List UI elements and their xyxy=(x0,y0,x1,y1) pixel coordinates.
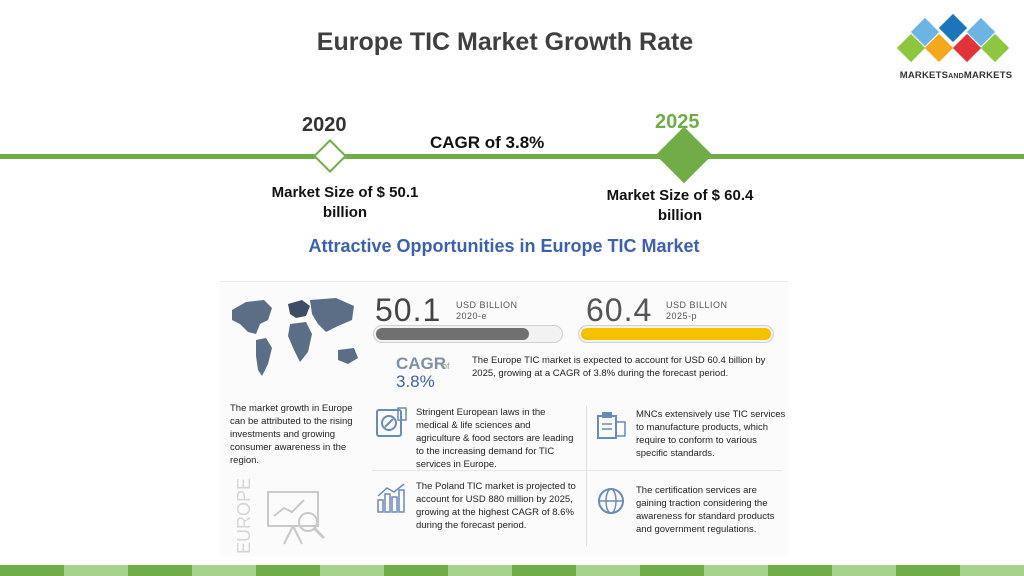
year-end-label: 2025 xyxy=(655,111,700,133)
globe-icon xyxy=(598,488,624,514)
footer-stripe xyxy=(0,565,1024,576)
infographic-title: Attractive Opportunities in Europe TIC M… xyxy=(308,236,700,256)
opportunity-certification: The certification services are gaining t… xyxy=(636,485,775,535)
cagr-heading: CAGR xyxy=(396,354,447,373)
page-title: Europe TIC Market Growth Rate xyxy=(316,28,694,56)
europe-vertical-label: EUROPE xyxy=(234,478,254,554)
divider-horizontal xyxy=(372,470,782,471)
opportunity-poland: The Poland TIC market is projected to ac… xyxy=(416,481,576,531)
timeline-line xyxy=(0,154,1024,159)
progress-bar-2025 xyxy=(578,325,774,343)
opportunities-infographic: Attractive Opportunities in Europe TIC M… xyxy=(220,230,788,556)
progress-bar-2020 xyxy=(373,325,563,343)
cagr-description: The Europe TIC market is expected to acc… xyxy=(472,355,766,379)
cagr-value: 3.8% xyxy=(396,372,435,391)
cagr-of-label: of xyxy=(442,361,450,371)
unit-2020: USD BILLION 2020-e xyxy=(456,300,518,321)
divider-vertical xyxy=(586,406,587,546)
value-2025: 60.4 xyxy=(586,292,653,328)
markets-and-markets-logo xyxy=(896,13,1010,63)
year-start-label: 2020 xyxy=(302,114,347,136)
timeline-marker-start xyxy=(313,139,347,173)
cagr-label: CAGR of 3.8% xyxy=(430,133,545,152)
opportunity-medical: Stringent European laws in the medical &… xyxy=(416,407,574,470)
logo-wordmark: MARKETSANDMARKETS xyxy=(899,70,1013,81)
timeline-marker-end xyxy=(655,126,713,184)
unit-2025: USD BILLION 2025-p xyxy=(666,300,728,321)
growth-description: The market growth in Europe can be attri… xyxy=(230,403,353,466)
medical-icon xyxy=(376,407,407,437)
presentation-board-icon xyxy=(267,491,326,545)
bar-chart-icon xyxy=(377,483,405,513)
progress-fill-2020 xyxy=(376,328,529,340)
infographic-header: Attractive Opportunities in Europe TIC M… xyxy=(220,230,788,282)
manufacturing-icon xyxy=(597,412,626,439)
progress-fill-2025 xyxy=(581,328,771,340)
market-size-end: Market Size of $ 60.4 billion xyxy=(606,187,754,224)
market-size-start: Market Size of $ 50.1 billion xyxy=(271,184,419,221)
world-map-icon xyxy=(232,298,358,376)
value-2020: 50.1 xyxy=(375,292,442,328)
opportunity-manufacturing: MNCs extensively use TIC services to man… xyxy=(636,409,786,459)
svg-text:EUROPE: EUROPE xyxy=(234,478,254,554)
